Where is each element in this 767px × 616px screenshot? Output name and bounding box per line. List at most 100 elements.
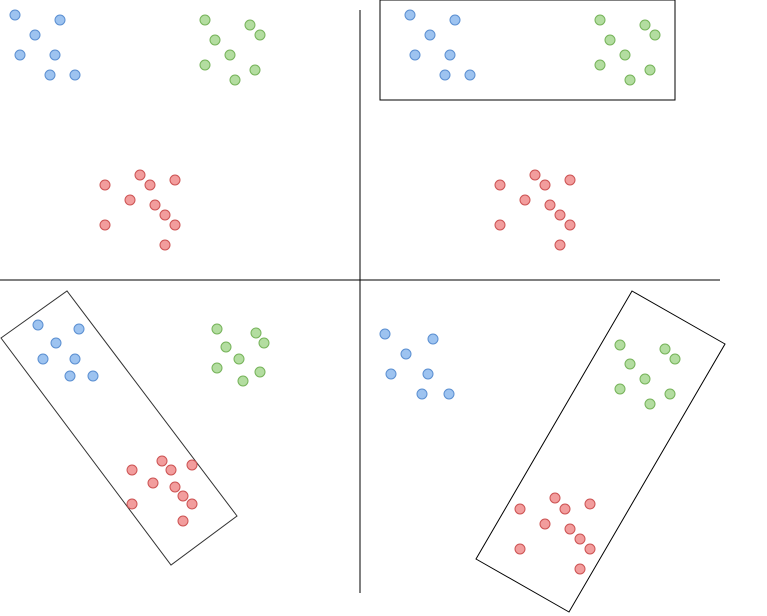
green-dot [209,34,221,46]
red-dot [519,194,531,206]
blue-dot [69,353,81,365]
blue-dot [444,49,456,61]
red-dot [514,543,526,555]
blue-dot [32,319,44,331]
red-dot [539,179,551,191]
green-dot [644,64,656,76]
blue-dot [87,370,99,382]
red-dot [574,533,586,545]
blue-dot [379,328,391,340]
green-dot [254,366,266,378]
green-dot [614,339,626,351]
blue-dot [69,69,81,81]
top-left-panel [9,9,266,251]
red-dot [134,169,146,181]
red-dot [99,219,111,231]
red-dot [99,179,111,191]
green-dot [250,327,262,339]
red-dot [564,219,576,231]
green-dot [254,29,266,41]
green-dot [244,19,256,31]
blue-dot [427,333,439,345]
green-dot [249,64,261,76]
red-dot [159,209,171,221]
blue-dot [64,370,76,382]
red-dot [574,563,586,575]
red-dot [144,179,156,191]
bottom-left-red-cluster [126,455,198,527]
green-dot [644,398,656,410]
red-dot [124,194,136,206]
red-dot [149,199,161,211]
red-dot [514,503,526,515]
green-dot [220,341,232,353]
red-dot [186,459,198,471]
green-dot [233,353,245,365]
red-dot [177,515,189,527]
blue-dot [449,14,461,26]
green-dot [639,373,651,385]
top-left-red-cluster [99,169,181,251]
blue-dot [443,388,455,400]
green-dot [664,388,676,400]
green-dot [199,59,211,71]
green-dot [659,343,671,355]
red-dot [544,199,556,211]
top-right-blue-cluster [404,9,476,81]
top-right-grouping-box [379,0,676,101]
red-dot [494,219,506,231]
green-dot [594,14,606,26]
red-dot [169,219,181,231]
green-dot [614,383,626,395]
red-dot [126,498,138,510]
blue-dot [14,49,26,61]
red-dot [584,543,596,555]
blue-dot [416,388,428,400]
bottom-right-panel [379,328,681,575]
green-dot [224,49,236,61]
green-dot [649,29,661,41]
bottom-right-red-cluster [514,492,596,575]
green-dot [604,34,616,46]
red-dot [494,179,506,191]
red-dot [554,239,566,251]
green-dot [237,375,249,387]
red-dot [564,523,576,535]
red-dot [554,209,566,221]
top-right-panel [404,9,661,251]
bottom-left-green-cluster [211,323,270,387]
red-dot [539,518,551,530]
blue-dot [464,69,476,81]
blue-dot [404,9,416,21]
blue-dot [422,368,434,380]
green-dot [199,14,211,26]
blue-dot [37,353,49,365]
green-dot [624,358,636,370]
bottom-left-grouping-box [0,290,238,566]
bottom-left-blue-cluster [32,319,99,382]
blue-dot [9,9,21,21]
blue-dot [50,337,62,349]
top-left-green-cluster [199,14,266,86]
blue-dot [44,69,56,81]
red-dot [529,169,541,181]
green-dot [594,59,606,71]
red-dot [156,455,168,467]
bottom-right-green-cluster [614,339,681,410]
red-dot [177,490,189,502]
top-right-red-cluster [494,169,576,251]
green-dot [211,323,223,335]
red-dot [549,492,561,504]
green-dot [624,74,636,86]
blue-dot [424,29,436,41]
red-dot [186,498,198,510]
blue-dot [400,348,412,360]
blue-dot [49,49,61,61]
bottom-right-grouping-box [475,290,726,613]
green-dot [258,337,270,349]
green-dot [669,353,681,365]
red-dot [147,477,159,489]
blue-dot [409,49,421,61]
red-dot [564,174,576,186]
blue-dot [29,29,41,41]
